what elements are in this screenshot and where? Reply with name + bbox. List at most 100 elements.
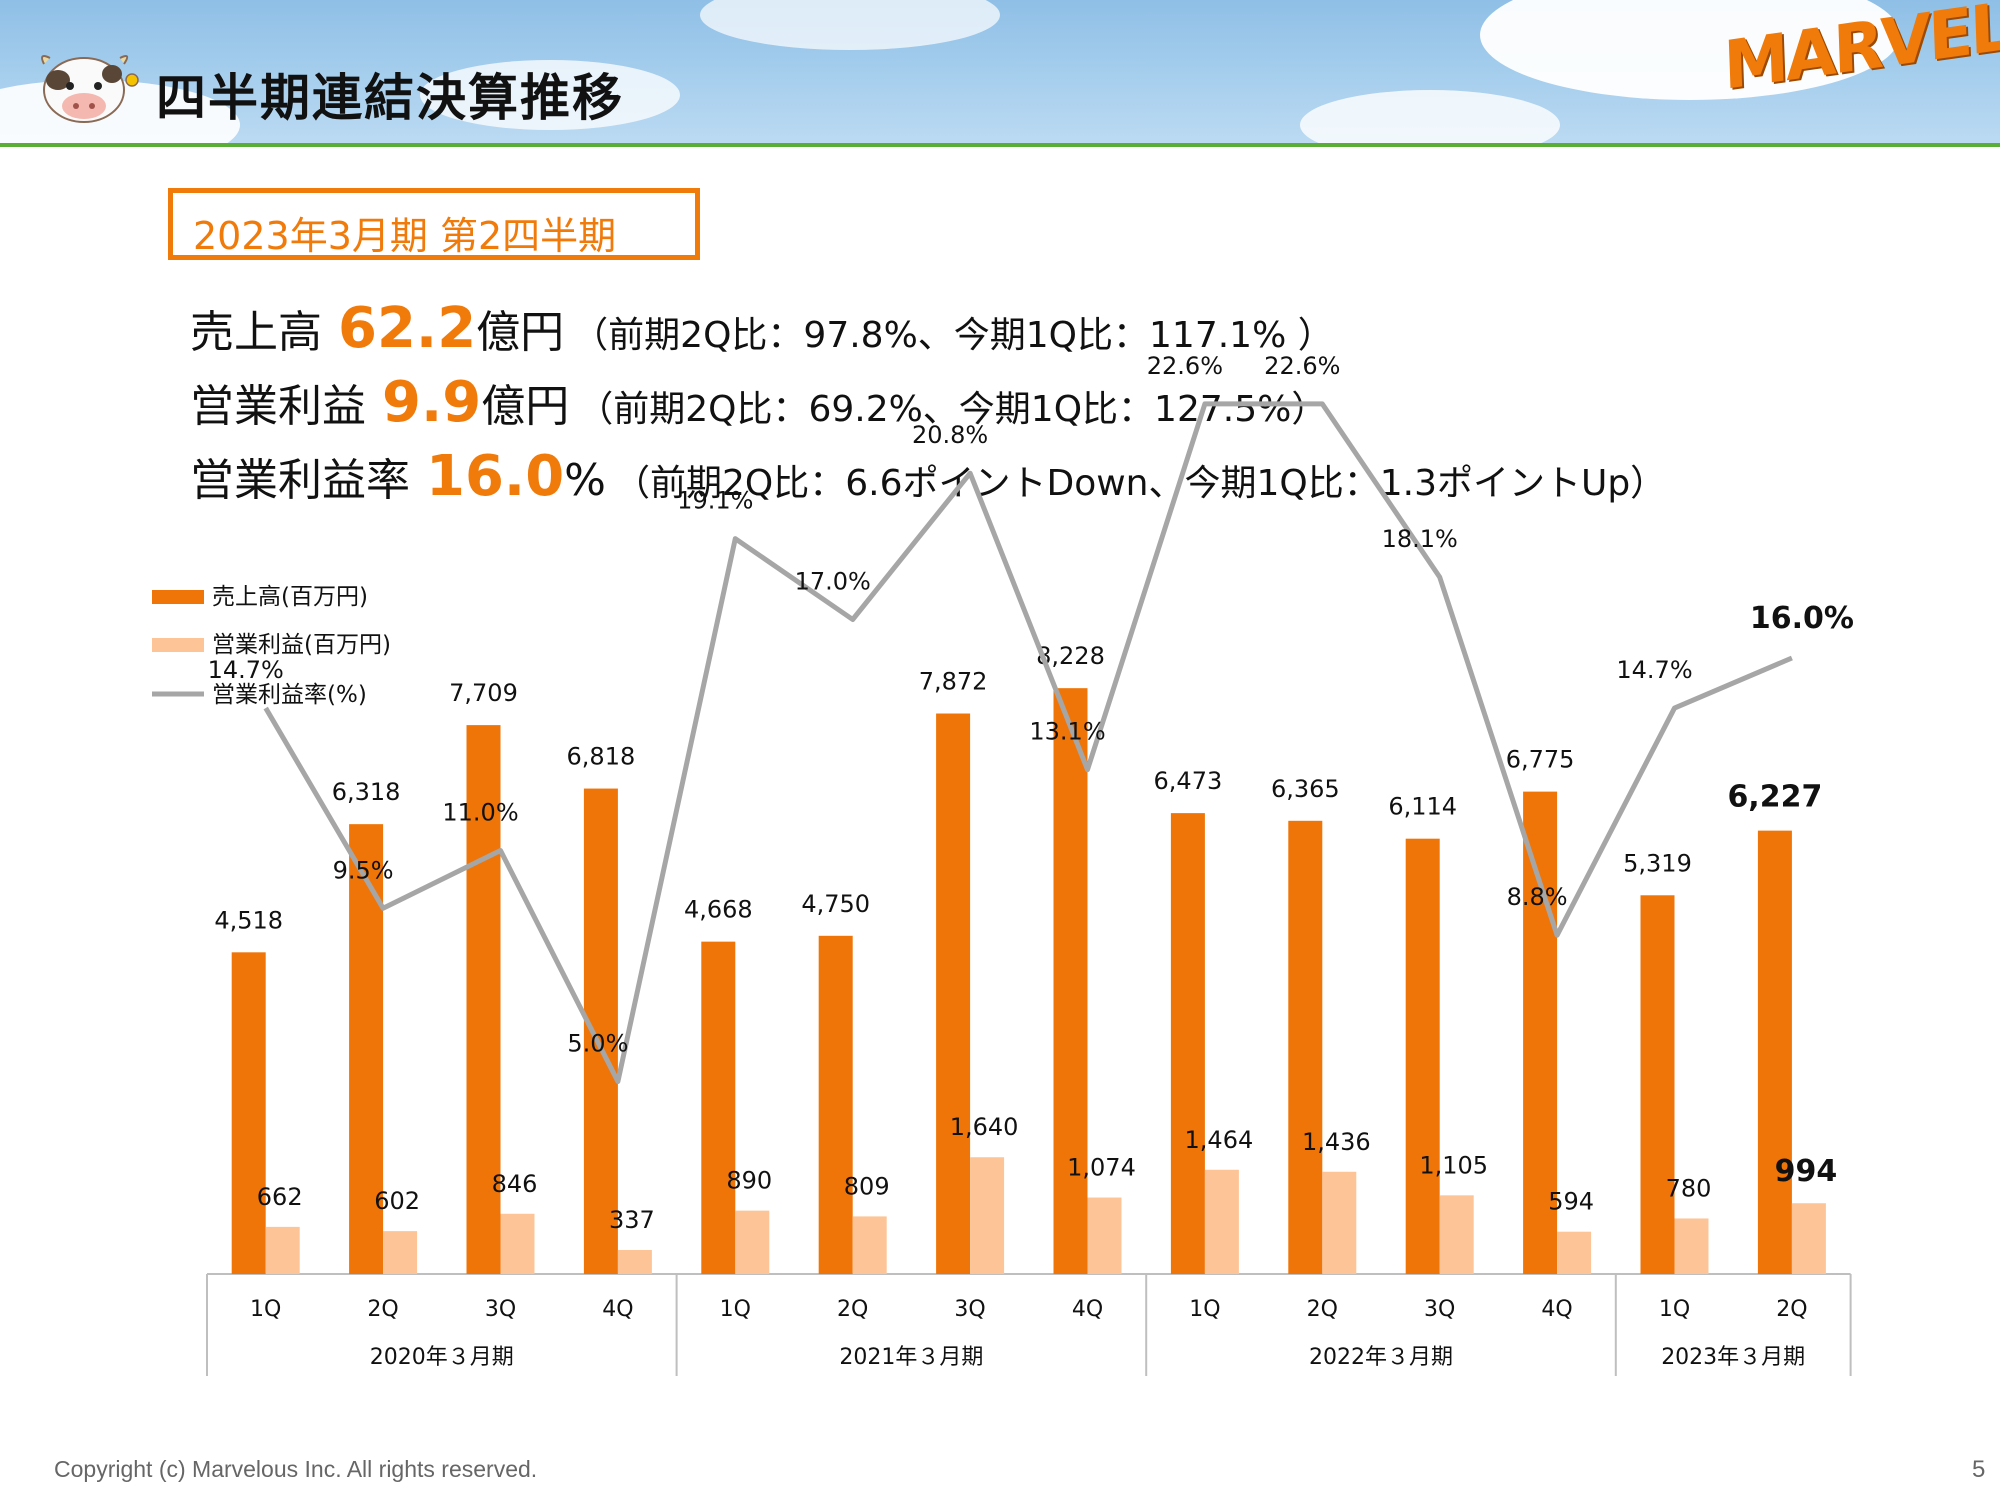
profit-data-label: 1,074: [1067, 1154, 1136, 1182]
x-tick-label: 1Q: [250, 1297, 281, 1322]
profit-bar: [265, 1226, 300, 1274]
x-tick-label: 3Q: [1424, 1297, 1455, 1322]
header-divider: [0, 143, 2000, 147]
x-group-label: 2021年３月期: [839, 1345, 983, 1370]
profit-data-label: 1,105: [1419, 1151, 1488, 1179]
profit-data-label: 337: [609, 1206, 655, 1234]
summary-value: 62.2: [338, 296, 477, 361]
legend-profit-label: 営業利益(百万円): [212, 632, 391, 658]
margin-data-label: 18.1%: [1382, 525, 1458, 553]
summary-operating-margin: 営業利益率 16.0% （前期2Q比：6.6ポイントDown、今期1Q比：1.3ポイ…: [190, 444, 1666, 509]
profit-data-label: 1,640: [950, 1113, 1019, 1141]
margin-data-label: 13.1%: [1029, 718, 1105, 746]
x-tick-label: 1Q: [1189, 1297, 1220, 1322]
sales-data-label: 4,668: [684, 896, 753, 924]
margin-data-label: 9.5%: [333, 856, 394, 884]
x-tick-label: 4Q: [1072, 1297, 1103, 1322]
legend-profit-swatch: [152, 638, 204, 652]
sales-bar: [936, 713, 971, 1274]
profit-bar: [852, 1216, 887, 1274]
sales-bar: [701, 941, 736, 1274]
profit-bar: [617, 1250, 652, 1274]
summary-unit: %: [564, 455, 606, 506]
profit-data-label: 594: [1548, 1188, 1594, 1216]
x-group-label: 2023年３月期: [1661, 1345, 1805, 1370]
summary-label: 営業利益: [190, 381, 366, 432]
profit-bar: [735, 1210, 770, 1274]
profit-bar: [1439, 1195, 1474, 1274]
profit-data-label: 1,464: [1185, 1126, 1254, 1154]
x-tick-label: 3Q: [954, 1297, 985, 1322]
summary-value: 16.0: [426, 444, 565, 509]
profit-data-label: 809: [844, 1172, 890, 1200]
sales-data-label: 6,365: [1271, 775, 1340, 803]
sales-bar: [1288, 820, 1323, 1274]
summary-label: 売上高: [190, 307, 322, 358]
margin-data-label: 14.7%: [1616, 656, 1692, 684]
profit-bar: [383, 1231, 418, 1274]
profit-data-label: 780: [1666, 1174, 1712, 1202]
margin-data-label: 22.6%: [1264, 352, 1340, 380]
margin-data-label: 14.7%: [208, 656, 284, 684]
copyright-notice: Copyright (c) Marvelous Inc. All rights …: [54, 1456, 538, 1482]
x-tick-label: 2Q: [1307, 1297, 1338, 1322]
summary-note: （前期2Q比：6.6ポイントDown、今期1Q比：1.3ポイントUp）: [613, 463, 1667, 504]
profit-bar: [1791, 1203, 1826, 1274]
sales-data-label: 7,709: [449, 679, 518, 707]
profit-data-label: 994: [1775, 1154, 1838, 1189]
x-tick-label: 1Q: [1659, 1297, 1690, 1322]
header-banner: [0, 0, 2000, 144]
x-group-label: 2022年３月期: [1309, 1345, 1453, 1370]
summary-value: 9.9: [382, 370, 482, 435]
legend-sales-swatch: [152, 590, 204, 604]
sales-bar: [1170, 813, 1205, 1274]
sales-bar: [583, 788, 618, 1274]
summary-sales: 売上高 62.2億円 （前期2Q比：97.8%、今期1Q比：117.1% ）: [190, 296, 1334, 361]
summary-note: （前期2Q比：97.8%、今期1Q比：117.1% ）: [572, 315, 1334, 356]
legend-margin-label: 営業利益率(%): [212, 682, 367, 708]
sales-bar: [1053, 688, 1088, 1274]
profit-data-label: 890: [726, 1167, 772, 1195]
sales-data-label: 6,818: [567, 743, 636, 771]
x-group-label: 2020年３月期: [370, 1345, 514, 1370]
sales-data-label: 6,473: [1154, 767, 1223, 795]
sales-data-label: 7,872: [919, 668, 988, 696]
margin-data-label: 11.0%: [442, 799, 518, 827]
cow-mascot-icon: [41, 55, 139, 123]
period-label: 2023年3月期 第2四半期: [193, 214, 617, 258]
page-title: 四半期連結決算推移: [156, 69, 624, 127]
x-tick-label: 3Q: [485, 1297, 516, 1322]
sales-data-label: 4,518: [214, 906, 283, 934]
summary-unit: 億円: [476, 307, 565, 358]
summary-unit: 億円: [481, 381, 570, 432]
sales-data-label: 6,227: [1727, 780, 1822, 815]
profit-data-label: 662: [257, 1183, 303, 1211]
profit-data-label: 846: [492, 1170, 538, 1198]
legend-sales-label: 売上高(百万円): [212, 584, 368, 610]
sales-bar: [1640, 895, 1675, 1274]
profit-bar: [1674, 1218, 1709, 1274]
profit-data-label: 1,436: [1302, 1128, 1371, 1156]
period-badge: 2023年3月期 第2四半期: [168, 188, 700, 260]
profit-bar: [970, 1157, 1005, 1274]
sales-bar: [231, 952, 266, 1274]
cloud-decoration: [1480, 0, 1900, 100]
margin-data-label: 5.0%: [567, 1030, 628, 1058]
x-tick-label: 1Q: [720, 1297, 751, 1322]
summary-operating-profit: 営業利益 9.9億円 （前期2Q比：69.2%、今期1Q比：127.5%）: [190, 370, 1327, 435]
x-tick-label: 2Q: [837, 1297, 868, 1322]
sales-data-label: 6,318: [332, 778, 401, 806]
x-tick-label: 2Q: [367, 1297, 398, 1322]
sales-data-label: 6,775: [1506, 746, 1575, 774]
margin-data-label: 16.0%: [1750, 601, 1854, 636]
x-tick-label: 4Q: [1541, 1297, 1572, 1322]
margin-data-label: 22.6%: [1147, 352, 1223, 380]
sales-data-label: 6,114: [1388, 793, 1457, 821]
sales-bar: [1405, 838, 1440, 1274]
profit-bar: [1322, 1171, 1357, 1274]
profit-bar: [1557, 1231, 1592, 1274]
margin-data-label: 8.8%: [1507, 883, 1568, 911]
profit-data-label: 602: [374, 1187, 420, 1215]
profit-bar: [1204, 1169, 1239, 1274]
